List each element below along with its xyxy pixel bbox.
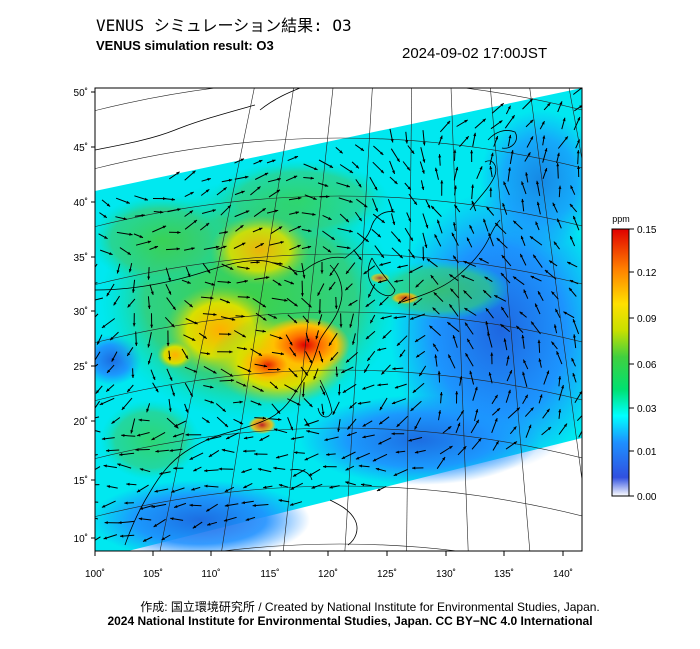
latitude-tick-label: 50˚	[74, 87, 88, 99]
longitude-tick-label: 125˚	[377, 568, 397, 580]
latitude-tick-label: 10˚	[74, 533, 88, 545]
longitude-tick-label: 115˚	[260, 568, 279, 580]
colorbar-tick-label: 0.03	[637, 404, 657, 415]
latitude-tick-label: 40˚	[74, 197, 88, 209]
wind-vector-field	[95, 88, 582, 542]
longitude-axis: 100˚ 105˚ 110˚ 115˚ 120˚ 125˚ 130˚ 135˚ 140˚	[85, 551, 573, 580]
longitude-tick-label: 135˚	[494, 568, 514, 580]
longitude-tick-label: 100˚	[85, 568, 105, 580]
longitude-tick-label: 140˚	[553, 568, 573, 580]
forecast-timestamp: 2024-09-02 17:00JST	[402, 45, 548, 62]
concentration-field	[95, 88, 582, 551]
copyright-line: 2024 National Institute for Environmenta…	[107, 614, 593, 628]
credit-line: 作成: 国立環境研究所 / Created by National Instit…	[140, 600, 600, 614]
coastlines	[95, 88, 517, 546]
colorbar-tick-label: 0.12	[637, 268, 657, 279]
map-title-english: VENUS simulation result: O3	[96, 38, 274, 53]
longitude-tick-label: 105˚	[143, 568, 163, 580]
colorbar-tick-label: 0.06	[637, 360, 657, 371]
colorbar: ppm 0.15 0.12 0.09 0.06 0.03 0.01 0.00	[611, 214, 657, 503]
colorbar-scale	[611, 228, 630, 497]
latitude-tick-label: 20˚	[74, 416, 88, 428]
colorbar-tick-label: 0.00	[637, 492, 657, 503]
latitude-tick-label: 15˚	[74, 475, 88, 487]
latitude-axis: 50˚ 45˚ 40˚ 35˚ 30˚ 25˚ 20˚ 15˚ 10˚	[74, 87, 95, 545]
colorbar-unit: ppm	[612, 214, 630, 224]
colorbar-tick-label: 0.15	[637, 225, 657, 236]
colorbar-tick-label: 0.01	[637, 447, 657, 458]
longitude-tick-label: 110˚	[201, 568, 220, 580]
latitude-tick-label: 45˚	[74, 142, 88, 154]
map-frame	[94, 87, 583, 552]
latitude-tick-label: 35˚	[74, 252, 88, 264]
latitude-tick-label: 30˚	[74, 306, 88, 318]
longitude-tick-label: 130˚	[436, 568, 456, 580]
colorbar-tick-label: 0.09	[637, 314, 657, 325]
latitude-tick-label: 25˚	[74, 361, 88, 373]
map-title-japanese: VENUS シミュレーション結果: O3	[96, 16, 352, 35]
longitude-tick-label: 120˚	[318, 568, 338, 580]
